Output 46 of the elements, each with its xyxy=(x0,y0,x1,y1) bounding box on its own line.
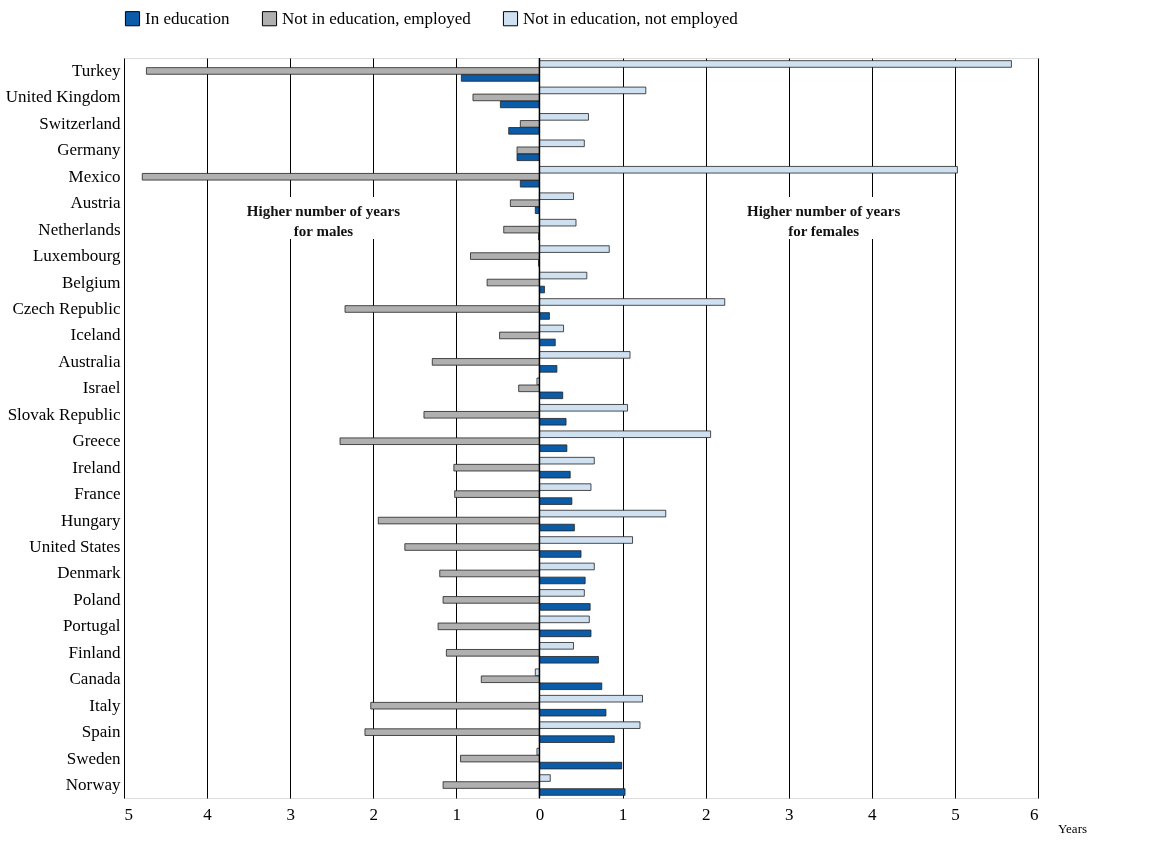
y-tick-label: Czech Republic xyxy=(12,298,121,318)
y-tick-label: Canada xyxy=(69,669,121,689)
x-tick-label: 3 xyxy=(286,804,295,824)
y-tick-label: Turkey xyxy=(72,60,121,80)
x-tick-label: 3 xyxy=(784,804,794,824)
x-tick-label: 5 xyxy=(951,804,960,824)
y-tick-label: United Kingdom xyxy=(5,87,121,107)
y-tick-label: Austria xyxy=(70,193,121,213)
legend-label: Not in education, not employed xyxy=(523,8,739,28)
x-tick-label: 1 xyxy=(618,804,628,824)
y-tick-label: Portugal xyxy=(62,616,121,636)
legend-label: Not in education, employed xyxy=(282,8,472,28)
legend-label: In education xyxy=(145,8,230,28)
x-tick-label: 5 xyxy=(124,804,133,824)
y-tick-label: Netherlands xyxy=(38,219,121,239)
x-tick-label: 2 xyxy=(369,804,379,824)
y-tick-label: Belgium xyxy=(61,272,121,292)
y-tick-label: Iceland xyxy=(70,325,121,345)
y-tick-label: Finland xyxy=(68,642,121,662)
y-tick-label: Greece xyxy=(72,431,121,451)
y-tick-label: Spain xyxy=(81,722,121,742)
y-tick-label: United States xyxy=(29,537,121,557)
y-tick-label: Italy xyxy=(89,695,121,715)
x-tick-label: 1 xyxy=(452,804,462,824)
y-tick-label: Mexico xyxy=(68,166,121,186)
x-tick-label: 2 xyxy=(701,804,711,824)
y-tick-label: Germany xyxy=(57,140,121,160)
y-tick-label: Sweden xyxy=(66,748,121,768)
y-tick-label: Hungary xyxy=(61,510,121,530)
x-tick-label: 4 xyxy=(868,804,878,824)
y-tick-label: Israel xyxy=(82,378,121,398)
x-tick-label: 4 xyxy=(203,804,213,824)
x-tick-label: 6 xyxy=(1030,804,1039,824)
x-axis-title: Years xyxy=(1057,820,1088,836)
y-tick-label: Switzerland xyxy=(39,113,121,133)
y-tick-label: Ireland xyxy=(72,457,121,477)
y-tick-label: France xyxy=(74,484,121,504)
y-tick-label: Norway xyxy=(65,775,121,795)
x-tick-label: 0 xyxy=(535,804,545,824)
annotation: Higher number of years for females xyxy=(747,203,901,239)
y-tick-label: Australia xyxy=(58,351,121,371)
y-tick-label: Luxembourg xyxy=(32,246,121,266)
annotation: Higher number of years for males xyxy=(246,203,401,239)
y-tick-label: Slovak Republic xyxy=(7,404,121,424)
y-tick-label: Poland xyxy=(73,589,121,609)
y-tick-label: Denmark xyxy=(57,563,121,583)
